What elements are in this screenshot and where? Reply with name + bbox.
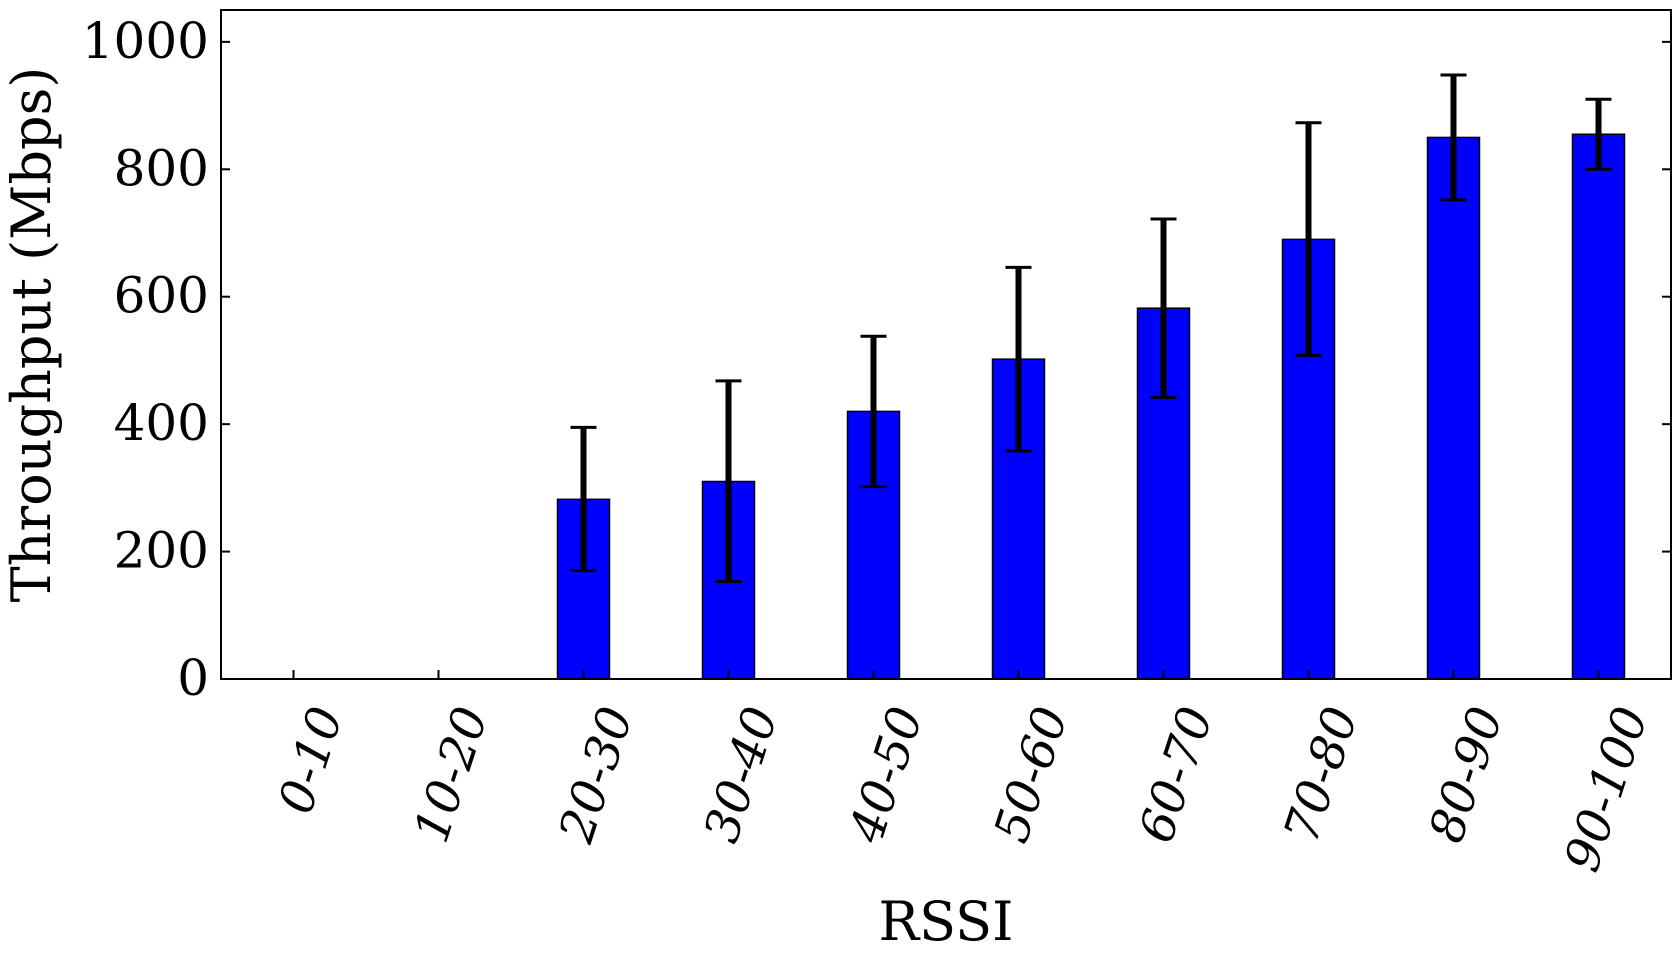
- bar-80-90: [1426, 136, 1481, 680]
- x-tick-label: 50-60: [983, 700, 1079, 849]
- x-tick-label: 40-50: [838, 700, 934, 850]
- x-tick-label: 10-20: [403, 700, 499, 849]
- error-bars-layer: [570, 73, 1612, 584]
- x-tick-label: 80-90: [1418, 700, 1514, 849]
- error-bar-60-70: [1150, 217, 1177, 399]
- x-tick-label: 70-80: [1273, 700, 1369, 849]
- y-tick-label: 400: [114, 394, 209, 452]
- x-axis-ticks: 0-10 10-20 20-30 30-40 40-50 50-60 60-70 70-80 8…: [268, 670, 1659, 878]
- x-tick-label: 0-10: [268, 700, 355, 820]
- x-tick-label: 30-40: [693, 700, 789, 849]
- x-axis-title: RSSI: [878, 890, 1013, 949]
- error-bar-90-100: [1585, 97, 1612, 171]
- x-tick-label: 90-100: [1554, 700, 1659, 878]
- bars-layer: [556, 133, 1626, 680]
- error-bar-50-60: [1005, 265, 1032, 453]
- y-tick-label: 1000: [82, 12, 209, 70]
- error-bar-30-40: [715, 379, 742, 584]
- error-bar-40-50: [860, 334, 887, 489]
- y-tick-label: 200: [114, 522, 209, 580]
- error-bar-80-90: [1440, 73, 1467, 202]
- y-tick-label: 600: [114, 267, 209, 325]
- y-tick-label: 0: [177, 649, 209, 707]
- error-bar-70-80: [1295, 121, 1322, 357]
- bar-90-100: [1571, 133, 1626, 680]
- y-axis-title: Throughput (Mbps): [0, 67, 63, 603]
- y-tick-label: 800: [114, 139, 209, 197]
- y-axis-ticks: 0 200 400 600 800 1000: [82, 12, 1671, 707]
- x-tick-label: 20-30: [548, 700, 644, 850]
- x-tick-label: 60-70: [1128, 700, 1224, 849]
- error-bar-20-30: [570, 425, 597, 573]
- bar-50-60: [991, 358, 1046, 680]
- plot-frame: [220, 9, 1672, 680]
